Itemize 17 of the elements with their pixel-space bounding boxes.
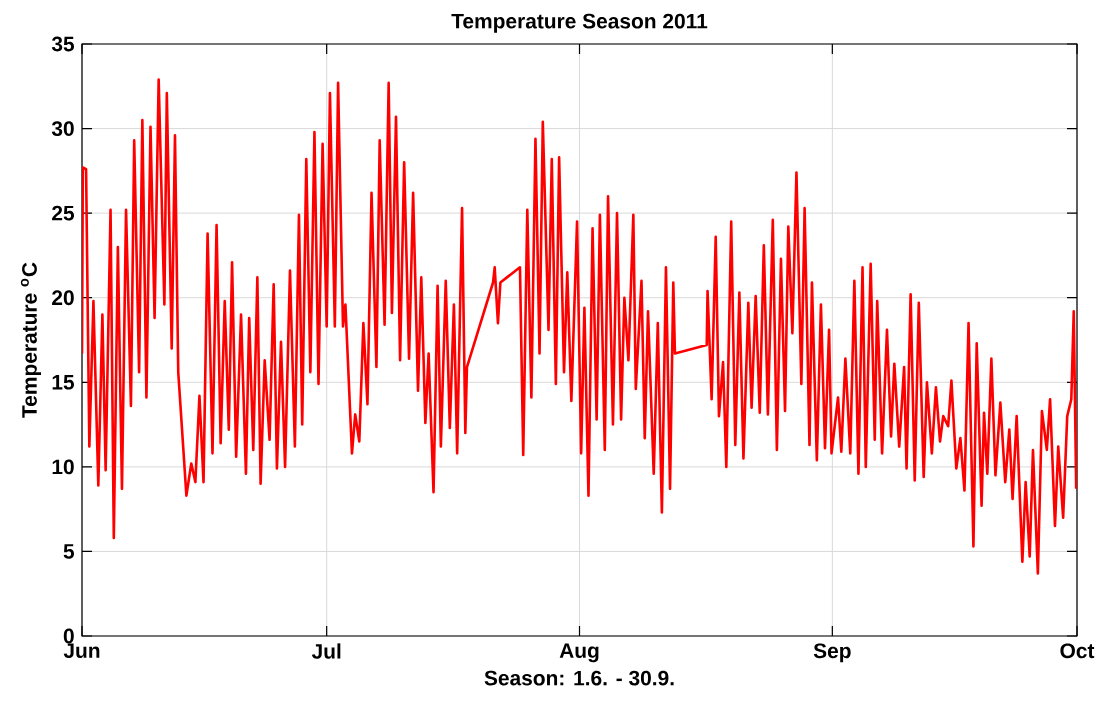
line-series [82,78,1078,575]
chart-title: Temperature Season 2011 [451,13,708,33]
y-tick-label: 10 [52,459,74,475]
y-tick-label: 25 [52,205,75,221]
y-tick-label: 20 [52,290,74,306]
y-tick-label: 30 [51,121,74,137]
y-tick-label: 35 [51,36,75,52]
y-tick-label: 0 [63,628,74,644]
y-tick-label: 15 [52,375,75,390]
y-tick-label: 5 [63,544,75,559]
x-tick-label: Jul [311,643,341,659]
x-axis-title: Season: 1.6. - 30.9. [484,670,674,686]
x-tick-label: Jun [63,643,100,658]
x-tick-label: Oct [1060,643,1095,659]
y-axis-title: Temperature $^{o}$C [20,262,42,418]
x-tick-label: Aug [559,643,599,663]
x-tick-label: Sep [813,643,851,663]
